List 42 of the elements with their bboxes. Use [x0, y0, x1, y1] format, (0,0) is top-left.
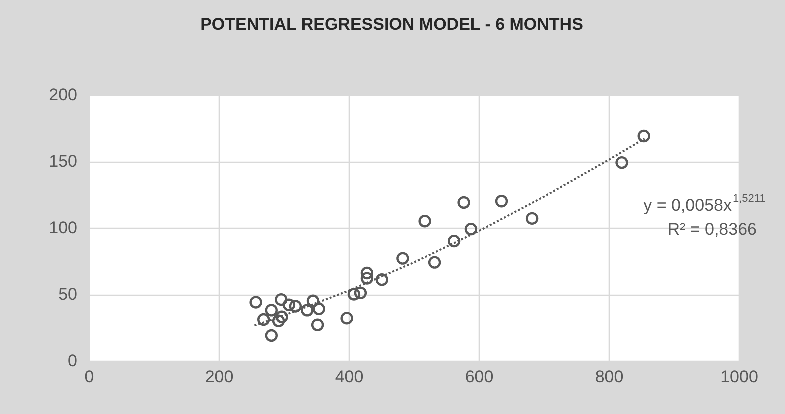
- x-tick-label: 200: [205, 368, 234, 386]
- point: [638, 130, 650, 143]
- point: [289, 300, 302, 313]
- x-tick-label: 400: [335, 368, 364, 386]
- point: [265, 329, 278, 342]
- point: [526, 212, 539, 226]
- point: [448, 234, 461, 248]
- point: [428, 256, 442, 269]
- y-tick-label: 150: [49, 152, 78, 171]
- point: [458, 196, 470, 210]
- y-tick-label: 0: [68, 352, 78, 370]
- point: [354, 286, 368, 300]
- point: [272, 314, 286, 328]
- point: [265, 304, 278, 317]
- point: [396, 252, 410, 265]
- point: [276, 310, 288, 324]
- point: [495, 195, 508, 208]
- point: [250, 296, 262, 309]
- point: [348, 288, 361, 301]
- x-tick-label: 800: [595, 368, 624, 386]
- point: [616, 156, 628, 170]
- point: [340, 312, 354, 325]
- point: [258, 313, 270, 326]
- point: [312, 302, 326, 316]
- point: [282, 298, 296, 312]
- chart-title: POTENTIAL REGRESSION MODEL - 6 MONTHS: [200, 15, 584, 34]
- point: [418, 215, 432, 228]
- x-tick-label: 0: [84, 368, 94, 386]
- point: [360, 272, 374, 285]
- point: [360, 266, 374, 280]
- y-tick-label: 100: [49, 218, 78, 238]
- point: [275, 293, 288, 306]
- x-tick-label: 1000: [720, 368, 758, 386]
- point: [376, 274, 388, 286]
- annotation: R² = 0,8366: [668, 220, 757, 239]
- y-tick-label: 50: [58, 285, 78, 304]
- point: [306, 294, 320, 308]
- point: [311, 318, 324, 332]
- y-tick-label: 200: [49, 86, 78, 104]
- point: [301, 304, 314, 317]
- x-tick-label: 600: [465, 368, 494, 386]
- point: [464, 222, 478, 236]
